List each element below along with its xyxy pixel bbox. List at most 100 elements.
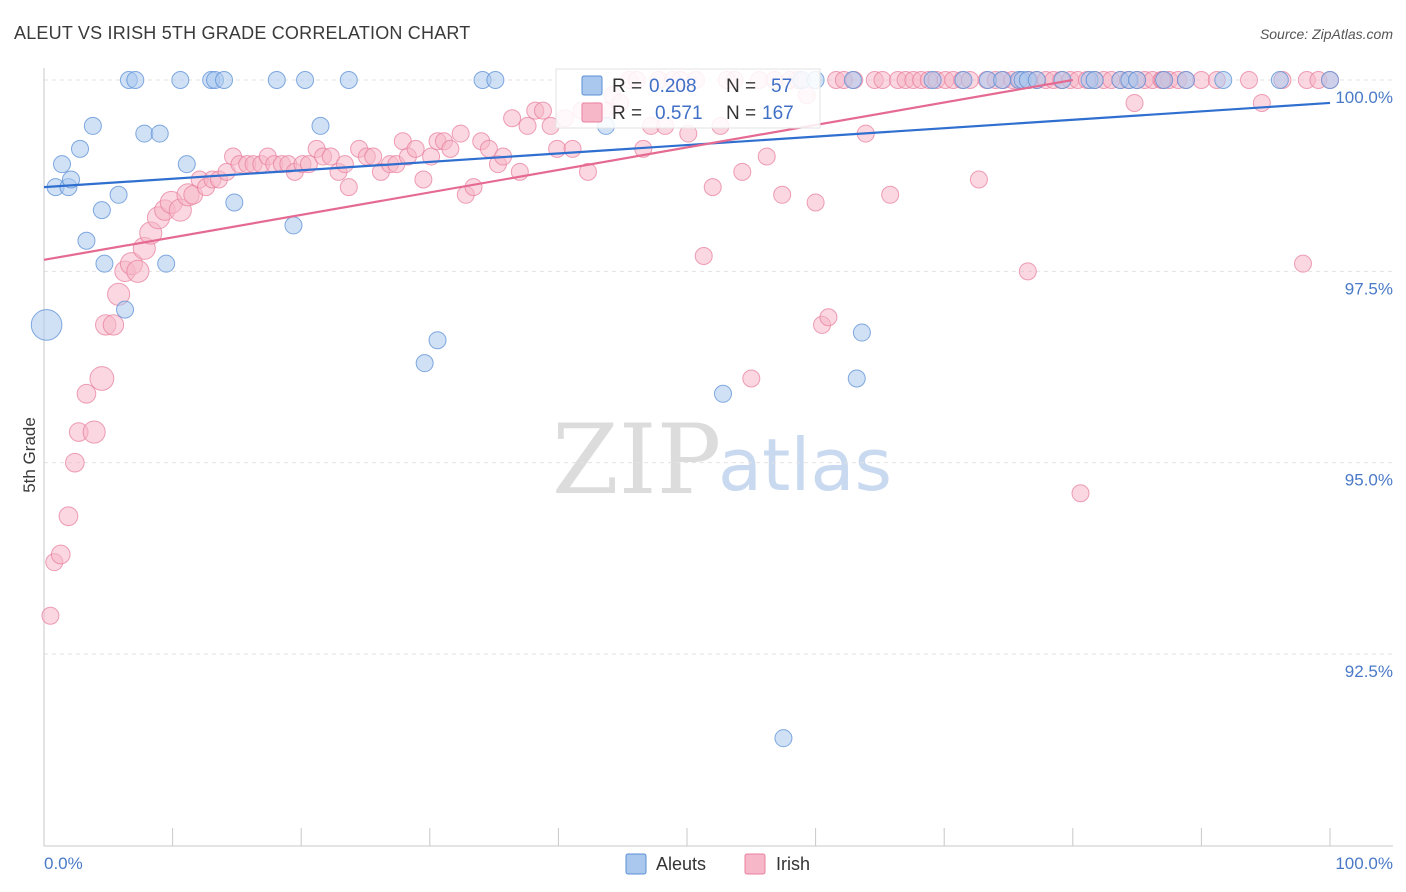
aleuts-point-53 [1128, 71, 1147, 89]
watermark: ZIP atlas [552, 404, 892, 516]
aleuts-point-34 [774, 729, 793, 748]
irish-point-2 [50, 544, 71, 565]
irish-point-10 [102, 314, 125, 336]
legend-top-n-label-aleuts: N = [726, 76, 756, 97]
aleuts-point-27 [339, 71, 358, 89]
legend-bottom: Aleuts Irish [625, 853, 810, 875]
aleuts-series [30, 71, 1339, 748]
irish-point-8 [89, 366, 115, 391]
aleuts-point-31 [486, 71, 505, 89]
y-tick-label-3: 92.5% [1345, 662, 1393, 681]
aleuts-point-38 [847, 369, 866, 388]
legend-top-r-value-irish: 0.571 [655, 103, 703, 124]
aleuts-point-50 [1085, 71, 1104, 89]
aleuts-point-41 [954, 71, 973, 89]
aleuts-point-25 [296, 71, 315, 89]
irish-point-3 [58, 506, 79, 527]
irish-point-7 [82, 420, 106, 444]
legend-top-r-value-aleuts: 0.208 [649, 76, 697, 97]
watermark-atlas: atlas [718, 423, 892, 507]
x-tick-label-max: 100.0% [1335, 854, 1393, 873]
irish-point-92 [694, 247, 713, 266]
irish-point-62 [464, 178, 483, 197]
aleuts-point-57 [1270, 71, 1289, 89]
legend-bottom-label-irish: Irish [776, 854, 810, 874]
irish-point-75 [563, 139, 582, 158]
aleuts-point-47 [1027, 71, 1046, 89]
aleuts-point-16 [157, 254, 176, 273]
irish-point-161 [1125, 93, 1144, 112]
legend-top-n-value-aleuts: 57 [771, 76, 792, 97]
aleuts-point-2 [53, 155, 72, 174]
irish-point-44 [335, 155, 354, 174]
y-tick-label-0: 100.0% [1335, 88, 1393, 107]
y-axis-tick-labels: 100.0% 97.5% 95.0% 92.5% [1335, 88, 1393, 681]
irish-point-93 [703, 178, 722, 197]
legend-top-n-label-irish: N = [726, 103, 756, 124]
aleuts-point-24 [284, 216, 303, 235]
irish-point-159 [1018, 262, 1037, 281]
irish-point-100 [757, 147, 776, 166]
irish-point-114 [873, 71, 892, 89]
irish-point-97 [733, 162, 752, 181]
y-axis-label: 5th Grade [20, 417, 39, 493]
legend-top-swatch-irish [581, 102, 603, 123]
legend-top: R = 0.208 N = 57 R = 0.571 N = 167 [555, 68, 821, 129]
y-tick-label-2: 95.0% [1345, 471, 1393, 490]
irish-point-160 [1071, 484, 1090, 503]
aleuts-point-56 [1214, 71, 1233, 89]
legend-top-swatch-aleuts [581, 75, 603, 96]
aleuts-point-13 [126, 71, 145, 89]
aleuts-point-40 [923, 71, 942, 89]
irish-point-77 [578, 162, 597, 181]
aleuts-point-0 [30, 309, 63, 341]
irish-point-55 [414, 170, 433, 189]
aleuts-point-6 [77, 231, 96, 250]
source-label: Source: ZipAtlas.com [1260, 26, 1393, 42]
aleuts-point-11 [116, 300, 135, 319]
aleuts-point-37 [843, 71, 862, 89]
aleuts-point-58 [1321, 71, 1339, 89]
aleuts-point-55 [1176, 71, 1195, 89]
aleuts-point-10 [109, 185, 128, 204]
irish-point-69 [518, 116, 537, 135]
trend-lines [43, 78, 1331, 261]
aleuts-point-26 [311, 116, 330, 135]
x-axis-ticks [43, 828, 1331, 846]
aleuts-trend-line [43, 101, 1331, 189]
irish-series [41, 71, 1339, 625]
aleuts-point-43 [993, 71, 1012, 89]
aleuts-point-8 [92, 201, 111, 220]
aleuts-point-15 [150, 124, 169, 143]
irish-point-106 [806, 193, 825, 212]
irish-point-6 [76, 383, 97, 404]
irish-point-67 [503, 109, 522, 128]
aleuts-point-33 [714, 384, 733, 403]
aleuts-point-5 [71, 139, 90, 158]
irish-point-102 [773, 185, 792, 204]
irish-point-163 [1293, 254, 1312, 273]
legend-bottom-swatch-aleuts [625, 853, 647, 875]
irish-point-152 [1192, 71, 1211, 89]
aleuts-point-39 [852, 323, 871, 342]
y-tick-label-1: 97.5% [1345, 279, 1393, 298]
aleuts-point-4 [62, 170, 81, 189]
aleuts-point-29 [428, 331, 447, 350]
aleuts-point-17 [171, 71, 190, 89]
irish-point-60 [451, 124, 470, 143]
legend-bottom-label-aleuts: Aleuts [656, 854, 706, 874]
aleuts-point-21 [215, 71, 234, 89]
irish-point-4 [65, 452, 85, 473]
irish-point-14 [126, 259, 150, 283]
irish-point-126 [969, 170, 988, 189]
aleuts-point-14 [135, 124, 154, 143]
chart-title: ALEUT VS IRISH 5TH GRADE CORRELATION CHA… [14, 23, 470, 43]
irish-point-42 [321, 147, 340, 166]
irish-point-71 [533, 101, 552, 120]
irish-point-45 [339, 178, 358, 197]
aleuts-point-22 [225, 193, 244, 212]
x-tick-label-min: 0.0% [44, 854, 83, 873]
irish-point-108 [819, 308, 838, 327]
irish-point-0 [41, 606, 60, 625]
